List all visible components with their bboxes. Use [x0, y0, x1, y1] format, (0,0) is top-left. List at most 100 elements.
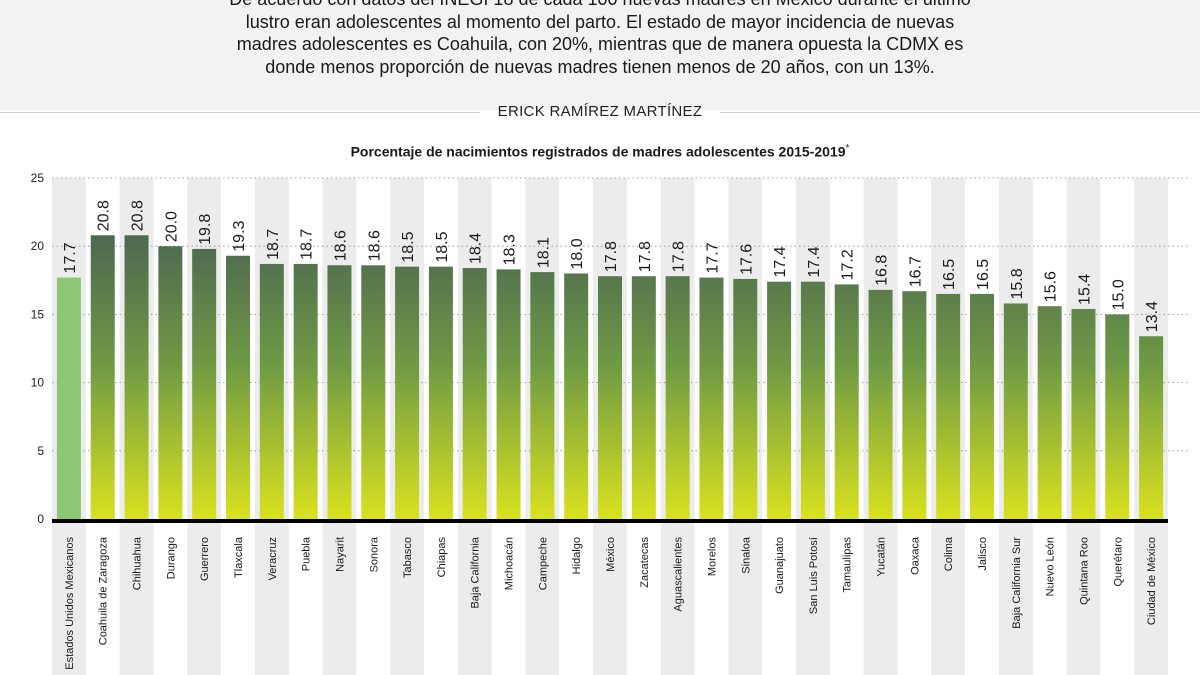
bar [631, 276, 656, 519]
intro-text: De acuerdo con datos del INEGI 18 de cad… [200, 0, 1000, 78]
x-tick-label: Querétaro [1112, 537, 1124, 587]
header-band [0, 0, 1200, 110]
x-tick-label: Sinaloa [740, 536, 752, 574]
x-tick-label: San Luis Potosí [808, 537, 820, 614]
bar-value-label: 17.4 [806, 246, 823, 277]
bar [293, 263, 318, 519]
x-tick-label: Yucatán [876, 537, 888, 577]
y-tick-label: 20 [31, 239, 45, 253]
x-tick-label: Tlaxcala [233, 536, 245, 578]
bar-value-label: 15.0 [1110, 279, 1127, 310]
x-tick-label: Veracruz [267, 537, 279, 580]
bar-value-label: 18.5 [434, 231, 451, 262]
bar-value-label: 18.3 [502, 234, 519, 265]
bar [462, 268, 487, 519]
bar [1037, 306, 1062, 519]
x-tick-label: Tamaulipas [842, 537, 854, 593]
bar-value-label: 16.8 [874, 255, 891, 286]
bar-value-label: 16.5 [941, 259, 958, 290]
intro-line: De acuerdo con datos del INEGI 18 de cad… [200, 0, 1000, 11]
x-tick-label: Aguascalientes [673, 537, 685, 612]
bar [496, 269, 521, 519]
bar [124, 235, 149, 519]
bar-value-label: 20.0 [163, 211, 180, 242]
bar [192, 248, 217, 520]
bar [327, 265, 352, 519]
x-tick-label: Campeche [537, 537, 549, 590]
byline-rule-right [720, 112, 1200, 113]
bar-value-label: 20.8 [96, 200, 113, 231]
intro-line: madres adolescentes es Coahuila, con 20%… [236, 34, 964, 54]
chart-title-footnote-mark: * [845, 143, 850, 154]
x-tick-label: Coahuila de Zaragoza [98, 536, 110, 645]
x-tick-label: Chiapas [436, 537, 448, 578]
x-tick-label: Nayarit [334, 537, 346, 572]
bar-value-label: 17.4 [772, 246, 789, 277]
bar-value-label: 16.7 [907, 256, 924, 287]
bar-value-label: 17.8 [637, 241, 654, 272]
bar-value-label: 15.8 [1009, 268, 1026, 299]
bar [428, 266, 453, 519]
bar [1105, 314, 1130, 519]
y-tick-label: 15 [31, 307, 45, 321]
bar-value-label: 15.6 [1043, 271, 1060, 302]
x-tick-label: Guerrero [199, 537, 211, 581]
x-tick-label: Zacatecas [639, 537, 651, 588]
bar-value-label: 17.8 [671, 241, 688, 272]
x-tick-label: Guanajuato [774, 537, 786, 594]
x-tick-label: Oaxaca [909, 536, 921, 575]
intro-line: donde menos proporción de nuevas madres … [265, 56, 935, 77]
bar [259, 263, 284, 519]
x-tick-label: Tabasco [402, 537, 414, 578]
x-tick-label: México [605, 537, 617, 572]
bar [598, 276, 622, 519]
y-tick-label: 10 [31, 376, 45, 390]
chart-title: Porcentaje de nacimientos registrados de… [0, 143, 1200, 160]
bar-value-label: 17.7 [704, 242, 721, 273]
bar [56, 277, 81, 519]
x-tick-label: Chihuahua [132, 536, 144, 590]
bar-value-label: 17.6 [738, 244, 755, 275]
bar-value-label: 18.7 [265, 229, 282, 260]
chart-title-text: Porcentaje de nacimientos registrados de… [350, 143, 846, 160]
x-tick-label: Estados Unidos Mexicanos [64, 537, 76, 670]
x-tick-label: Baja California [470, 536, 482, 608]
x-tick-label: Puebla [301, 536, 313, 571]
y-tick-label: 0 [37, 512, 44, 526]
x-tick-label: Hidalgo [571, 537, 583, 574]
author-byline: ERICK RAMÍREZ MARTÍNEZ [497, 103, 703, 120]
bar-value-label: 17.8 [603, 241, 620, 272]
bar [1071, 308, 1096, 519]
intro-line: lustro eran adolescentes al momento del … [245, 11, 955, 32]
bar [1003, 303, 1028, 519]
byline-rule-left [0, 112, 480, 113]
byline-row: ERICK RAMÍREZ MARTÍNEZ [0, 100, 1200, 124]
bar [1139, 336, 1164, 519]
bar-value-label: 18.4 [468, 233, 485, 264]
bar-value-label: 13.4 [1144, 301, 1161, 332]
bar-value-label: 19.3 [231, 221, 248, 252]
bar [530, 272, 555, 519]
y-tick-label: 5 [37, 444, 44, 458]
bar-value-label: 15.4 [1076, 274, 1093, 305]
bar [936, 293, 961, 519]
bar [361, 265, 386, 519]
bar-value-label: 18.6 [366, 230, 383, 261]
bar-value-label: 17.2 [840, 249, 857, 280]
bar [902, 291, 927, 519]
x-tick-label: Morelos [706, 537, 718, 577]
bar-value-label: 17.7 [62, 242, 79, 273]
bar [564, 273, 589, 519]
bar [395, 266, 420, 519]
bar-value-label: 20.8 [130, 200, 147, 231]
bar [158, 246, 183, 519]
bar [767, 281, 792, 519]
y-tick-label: 25 [31, 171, 45, 185]
x-tick-label: Quintana Roo [1078, 537, 1090, 605]
bar [868, 289, 893, 519]
bar [733, 278, 758, 519]
x-tick-label: Jalisco [977, 537, 989, 571]
bar [665, 276, 690, 519]
bar-value-label: 18.0 [569, 238, 586, 269]
